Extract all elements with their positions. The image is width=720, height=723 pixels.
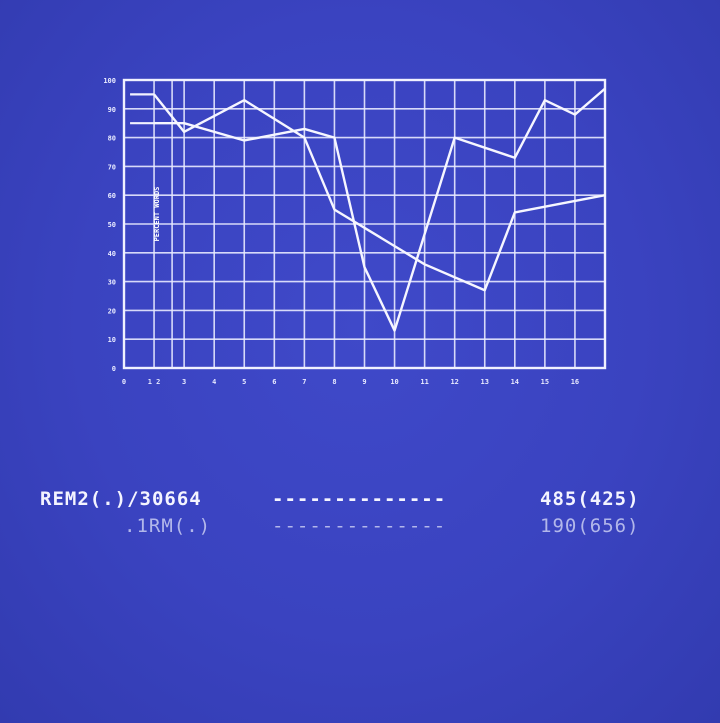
- legend-row-2-dashes: --------------: [272, 515, 447, 537]
- y-tick-label: 20: [108, 307, 116, 315]
- x-tick-label: 5: [242, 378, 246, 386]
- legend-row-1: REM2(.)/30664 -------------- 485(425): [40, 488, 680, 512]
- legend-row-1-label: REM2(.)/30664: [40, 488, 202, 510]
- y-tick-label: 100: [103, 77, 116, 85]
- legend-row-1-dashes: --------------: [272, 488, 447, 510]
- legend-row-2-value: 190(656): [540, 515, 640, 537]
- x-tick-label: 10: [390, 378, 398, 386]
- y-tick-label: 40: [108, 250, 116, 258]
- series-1-line: [153, 93, 606, 292]
- legend-row-2-label: .1RM(.): [124, 515, 212, 537]
- x-tick-label: 11: [420, 378, 428, 386]
- series-2-line: [154, 87, 606, 332]
- y-tick-label: 70: [108, 163, 116, 171]
- y-tick-label: 80: [108, 135, 116, 143]
- y-tick-label: 90: [108, 106, 116, 114]
- x-tick-label: 3: [182, 378, 186, 386]
- y-tick-label: 60: [108, 192, 116, 200]
- y-tick-label: 10: [108, 336, 116, 344]
- x-tick-label: 6: [272, 378, 276, 386]
- y-tick-label: 30: [108, 279, 116, 287]
- y-axis-label: PERCENT WORDS: [153, 187, 161, 242]
- x-tick-label: 12: [450, 378, 458, 386]
- x-tick-label: 0: [122, 378, 126, 386]
- y-tick-label: 50: [108, 221, 116, 229]
- x-tick-label: 13: [481, 378, 489, 386]
- x-tick-label: 7: [302, 378, 306, 386]
- x-tick-label: 1 2: [148, 378, 161, 386]
- x-tick-label: 9: [362, 378, 366, 386]
- plot-frame: [122, 78, 607, 370]
- x-tick-label: 16: [571, 378, 579, 386]
- legend-row-1-value: 485(425): [540, 488, 640, 510]
- y-tick-label: 0: [112, 365, 116, 373]
- x-tick-label: 15: [541, 378, 549, 386]
- x-tick-label: 8: [332, 378, 336, 386]
- line-chart: 0 10 20 30 40 50 60 70 80 90 100 0 1 2 3 4 5 6 7 8 9 10 11 12 1…: [103, 77, 607, 386]
- legend-row-2: .1RM(.) -------------- 190(656): [40, 515, 680, 539]
- x-tick-label: 4: [212, 378, 216, 386]
- x-tick-label: 14: [511, 378, 519, 386]
